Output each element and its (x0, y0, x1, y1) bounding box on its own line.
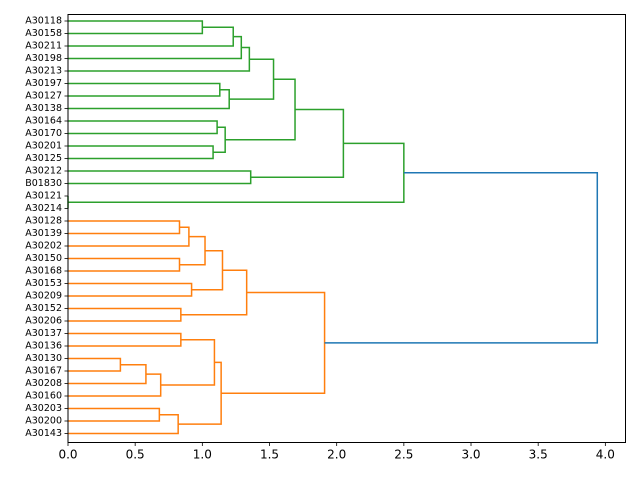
leaf-label: A30153 (25, 278, 62, 289)
plot-background (68, 14, 626, 443)
x-tick-label: 1.5 (260, 448, 279, 462)
leaf-label: A30200 (25, 416, 62, 427)
leaf-label: A30143 (25, 428, 62, 439)
x-tick-label: 0.5 (126, 448, 145, 462)
x-tick-label: 2.0 (327, 448, 346, 462)
dendrogram-links (67, 20, 599, 435)
x-tick-label: 4.0 (596, 448, 615, 462)
leaf-label: A30170 (25, 128, 62, 139)
leaf-label: A30118 (25, 16, 62, 27)
leaf-label: A30127 (25, 91, 62, 102)
x-tick-label: 3.5 (529, 448, 548, 462)
leaf-label: A30130 (25, 353, 62, 364)
leaf-label: A30203 (25, 403, 62, 414)
leaf-label: A30137 (25, 328, 62, 339)
leaf-label: A30198 (25, 53, 62, 64)
leaf-label: A30158 (25, 28, 62, 39)
leaf-label: A30167 (25, 366, 62, 377)
leaf-label: A30125 (25, 153, 62, 164)
leaf-label: A30211 (25, 41, 62, 52)
x-tick-label: 3.0 (461, 448, 480, 462)
leaf-label: A30212 (25, 166, 62, 177)
leaf-label: A30214 (25, 203, 62, 214)
leaf-label: A30164 (25, 116, 62, 127)
leaf-label: A30136 (25, 341, 62, 352)
link-root (324, 172, 599, 344)
leaf-label: A30150 (25, 253, 62, 264)
x-tick-label: 1.0 (193, 448, 212, 462)
leaf-label: A30201 (25, 141, 62, 152)
leaf-label: A30128 (25, 216, 62, 227)
leaf-label: B01830 (25, 178, 62, 189)
leaf-label: A30213 (25, 66, 62, 77)
plot-frame (67, 14, 626, 443)
x-tick-label: 2.5 (394, 448, 413, 462)
leaf-label: A30206 (25, 316, 62, 327)
leaf-label: A30152 (25, 303, 62, 314)
leaf-label: A30138 (25, 103, 62, 114)
leaf-label: A30160 (25, 391, 62, 402)
leaf-label: A30208 (25, 378, 62, 389)
leaf-label: A30139 (25, 228, 62, 239)
leaf-label: A30168 (25, 266, 62, 277)
leaf-label: A30202 (25, 241, 62, 252)
leaf-label: A30121 (25, 191, 62, 202)
leaf-label: A30209 (25, 291, 62, 302)
x-axis: 0.0 0.5 1.0 1.5 2.0 2.5 3.0 3.5 4.0 (58, 442, 615, 462)
x-tick-label: 0.0 (58, 448, 77, 462)
leaf-label: A30197 (25, 78, 62, 89)
